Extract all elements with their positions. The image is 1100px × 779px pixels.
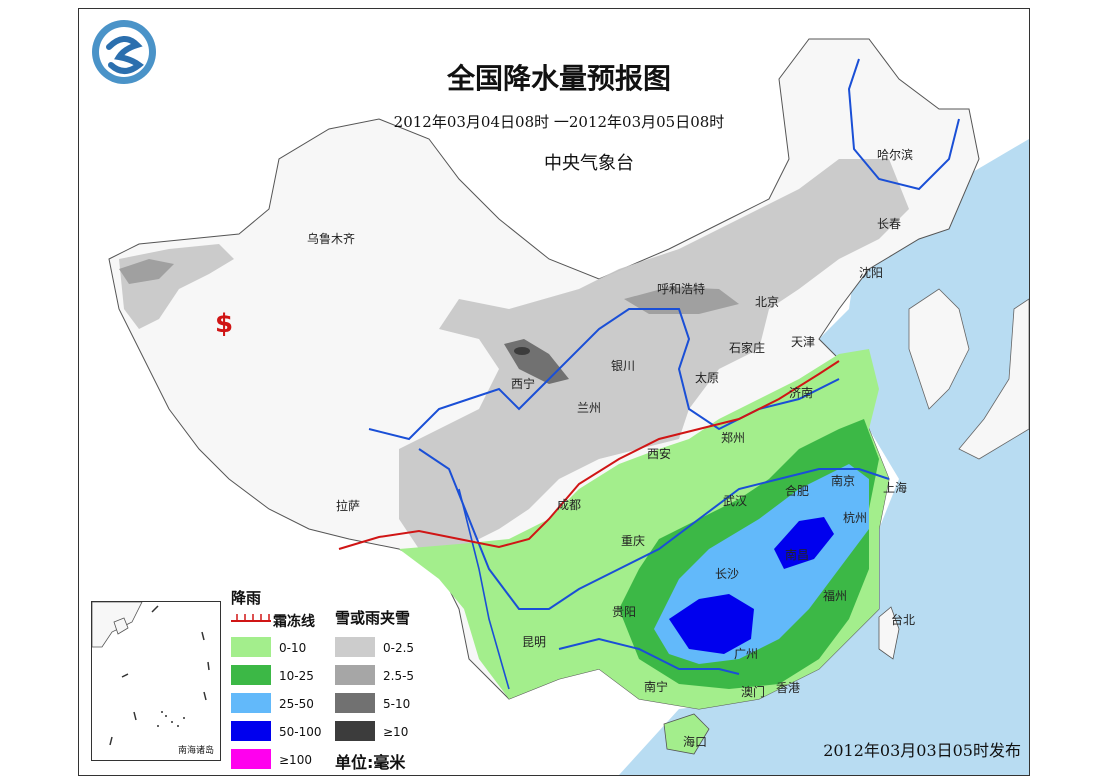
city-label: 郑州 (721, 431, 746, 445)
city-label: 上海 (883, 481, 908, 495)
city-label: 南昌 (785, 548, 810, 562)
japan-land (958, 298, 1029, 460)
snow-area-2-5 (119, 259, 174, 284)
legend-frost-label: 霜冻线 (273, 614, 315, 630)
legend-snow-swatch (335, 665, 375, 685)
map-title: 全国降水量预报图 (446, 62, 671, 95)
legend-rain-swatch (231, 637, 271, 657)
city-label: 海口 (683, 735, 708, 749)
legend-rain-label: 50-100 (279, 725, 322, 739)
hainan-land (663, 713, 710, 755)
korea-land (908, 288, 970, 410)
city-label: 天津 (791, 335, 816, 349)
city-label: 福州 (823, 589, 848, 603)
legend-rain-label: 10-25 (279, 669, 314, 683)
legend-snow-swatch (335, 693, 375, 713)
river-heilongjiang (847, 58, 960, 191)
city-label: 杭州 (843, 511, 868, 525)
city-label: 兰州 (577, 401, 602, 415)
legend-rain-swatch (231, 665, 271, 685)
snow-area-north (399, 159, 909, 549)
inset-label: 南海诸岛 (177, 746, 214, 756)
inset-map (91, 601, 210, 746)
legend-rain-swatch (231, 721, 271, 741)
city-label: 武汉 (723, 494, 748, 508)
legend-unit: 单位:毫米 (335, 753, 406, 772)
city-label: 长沙 (715, 567, 740, 581)
city-label: 北京 (755, 295, 780, 309)
issued-timestamp: 2012年03月03日05时发布 (823, 741, 1021, 760)
city-label: 重庆 (621, 534, 646, 548)
city-label: 拉萨 (336, 499, 361, 513)
legend-snow-title: 雪或雨夹雪 (335, 609, 411, 627)
legend-rain-swatch (231, 693, 271, 713)
city-label: 南宁 (644, 680, 669, 694)
legend-rain-label: 25-50 (279, 697, 314, 711)
legend-snow-swatch (335, 721, 375, 741)
frost-line (338, 360, 840, 550)
legend-snow-label: 5-10 (383, 697, 411, 711)
city-label: 沈阳 (859, 266, 884, 280)
forecast-period: 2012年03月04日08时 一2012年03月05日08时 (393, 113, 725, 131)
city-label: 南京 (831, 474, 856, 488)
city-label: 香港 (776, 681, 801, 695)
snow-area-10 (514, 347, 530, 355)
legend-rain-title: 降雨 (231, 589, 262, 607)
dollar-marker: $ (215, 309, 234, 339)
forecast-map-frame: 全国降水量预报图 2012年03月04日08时 一2012年03月05日08时 … (78, 8, 1030, 776)
legend-rain-label: ≥100 (279, 753, 312, 767)
city-label: 西宁 (511, 377, 536, 391)
city-label: 长春 (877, 217, 902, 231)
legend-rain-swatch (231, 749, 271, 769)
legend-snow-swatch (335, 637, 375, 657)
south-china-sea-inset: 南海诸岛 (91, 601, 221, 761)
legend-snow-label: 0-2.5 (383, 641, 415, 655)
city-label: 成都 (557, 498, 582, 512)
frost-line-symbol (231, 614, 271, 622)
city-label: 贵阳 (612, 605, 637, 619)
river-yellow (368, 308, 840, 441)
cma-logo (92, 20, 156, 84)
legend-snow-label: 2.5-5 (383, 669, 415, 683)
city-label: 银川 (611, 359, 636, 373)
city-label: 哈尔滨 (877, 148, 914, 162)
map-canvas (108, 38, 1029, 775)
snow-area-2-5b (624, 287, 739, 314)
city-label: 台北 (891, 613, 916, 627)
city-label: 石家庄 (729, 341, 766, 355)
city-label: 太原 (695, 371, 720, 385)
legend-rain-label: 0-10 (279, 641, 307, 655)
taiwan-land (878, 606, 900, 660)
issuer-name: 中央气象台 (544, 153, 634, 174)
city-label: 呼和浩特 (657, 282, 706, 296)
river-pearl (558, 637, 740, 675)
river-yangtze (418, 448, 890, 610)
city-label: 乌鲁木齐 (307, 232, 356, 246)
city-label: 济南 (789, 386, 814, 400)
rain-area-50-100-a (669, 594, 754, 654)
city-label: 昆明 (522, 635, 547, 649)
city-label: 广州 (734, 647, 759, 661)
city-label: 澳门 (741, 685, 766, 699)
river-lancang (458, 488, 510, 690)
city-label: 合肥 (785, 484, 810, 498)
legend-snow-label: ≥10 (383, 725, 409, 739)
city-label: 西安 (647, 447, 672, 461)
rain-area-50-100-b (774, 517, 834, 569)
